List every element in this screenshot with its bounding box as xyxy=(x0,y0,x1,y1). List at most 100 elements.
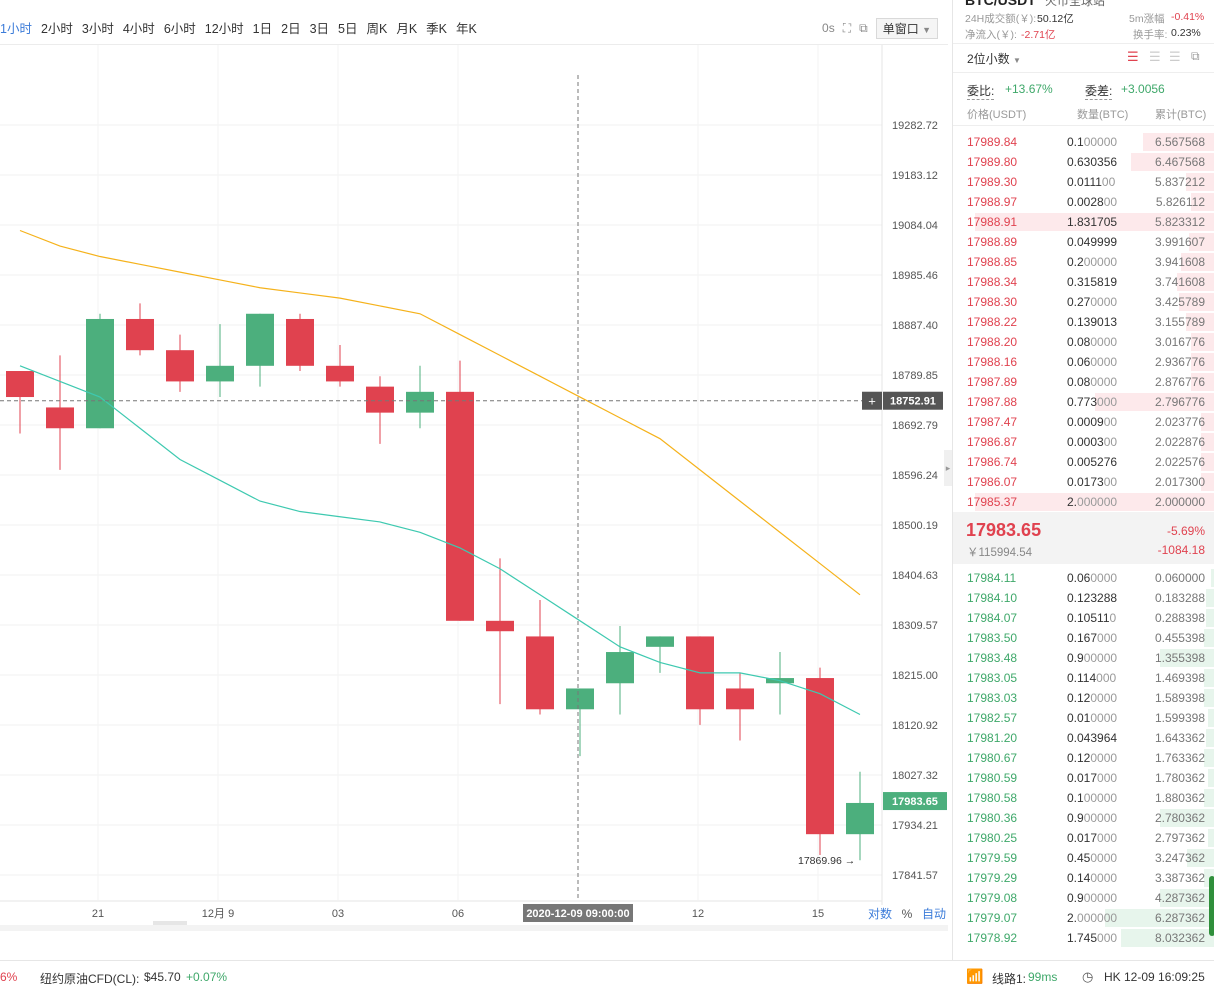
ask-row[interactable]: 17987.89 0.080000 2.876776 xyxy=(953,372,1214,392)
candle-body[interactable] xyxy=(406,391,434,413)
book-view-asks-icon[interactable]: ☰ xyxy=(1169,49,1181,64)
ask-row[interactable]: 17988.89 0.049999 3.991607 xyxy=(953,232,1214,252)
crosshair-plus-icon[interactable]: + xyxy=(868,394,876,409)
bid-row[interactable]: 17983.48 0.900000 1.355398 xyxy=(953,648,1214,668)
bid-row[interactable]: 17984.07 0.105110 0.288398 xyxy=(953,608,1214,628)
bid-row[interactable]: 17983.50 0.167000 0.455398 xyxy=(953,628,1214,648)
interval-13[interactable]: 年K xyxy=(456,22,477,36)
bid-row[interactable]: 17979.59 0.450000 3.247362 xyxy=(953,848,1214,868)
interval-2[interactable]: 3小时 xyxy=(81,22,114,36)
popout-icon[interactable]: ⧉ xyxy=(859,20,868,35)
candle-body[interactable] xyxy=(846,802,874,835)
scale-log-button[interactable]: 对数 xyxy=(868,906,892,921)
candle-body[interactable] xyxy=(46,407,74,429)
interval-0[interactable]: 1小时 xyxy=(0,22,32,36)
candle-body[interactable] xyxy=(606,652,634,684)
candle-body[interactable] xyxy=(646,636,674,647)
candle-body[interactable] xyxy=(166,350,194,382)
bid-row[interactable]: 17984.11 0.060000 0.060000 xyxy=(953,568,1214,588)
candle-body[interactable] xyxy=(806,678,834,835)
interval-12[interactable]: 季K xyxy=(426,22,448,36)
row-cum: 2.022576 xyxy=(1154,455,1205,469)
panel-scrollbar[interactable] xyxy=(1209,876,1214,936)
candle-body[interactable] xyxy=(366,386,394,413)
ask-row[interactable]: 17988.22 0.139013 3.155789 xyxy=(953,312,1214,332)
row-price: 17983.05 xyxy=(967,671,1018,685)
book-view-bids-icon[interactable]: ☰ xyxy=(1149,49,1161,64)
candle-body[interactable] xyxy=(726,688,754,710)
bid-row[interactable]: 17979.29 0.140000 3.387362 xyxy=(953,868,1214,888)
timeline-handle[interactable] xyxy=(153,921,187,925)
ask-row[interactable]: 17988.16 0.060000 2.936776 xyxy=(953,352,1214,372)
candle-body[interactable] xyxy=(566,688,594,710)
bid-row[interactable]: 17983.03 0.120000 1.589398 xyxy=(953,688,1214,708)
bid-row[interactable]: 17981.20 0.043964 1.643362 xyxy=(953,728,1214,748)
candle-body[interactable] xyxy=(6,371,34,398)
book-view-both-icon[interactable]: ☰ xyxy=(1127,49,1139,64)
fullscreen-icon[interactable]: ⛶ xyxy=(842,20,852,35)
candle-body[interactable] xyxy=(286,318,314,366)
ask-row[interactable]: 17988.30 0.270000 3.425789 xyxy=(953,292,1214,312)
interval-8[interactable]: 3日 xyxy=(309,22,330,36)
horizontal-scrollbar[interactable] xyxy=(0,925,948,931)
crosshair-plus-bg[interactable] xyxy=(862,391,882,410)
scale-percent-button[interactable]: % xyxy=(902,907,913,921)
interval-3[interactable]: 4小时 xyxy=(122,22,155,36)
candle-body[interactable] xyxy=(326,365,354,382)
popout-icon[interactable]: ⧉ xyxy=(1191,49,1200,63)
candle-body[interactable] xyxy=(246,313,274,366)
ask-row[interactable]: 17989.30 0.011100 5.837212 xyxy=(953,172,1214,192)
bid-row[interactable]: 17982.57 0.010000 1.599398 xyxy=(953,708,1214,728)
collapse-panel-icon[interactable]: ▸ xyxy=(944,450,952,486)
ask-row[interactable]: 17988.91 1.831705 5.823312 xyxy=(953,212,1214,232)
interval-11[interactable]: 月K xyxy=(396,22,418,36)
ask-row[interactable]: 17985.37 2.000000 2.000000 xyxy=(953,492,1214,512)
candle-body[interactable] xyxy=(86,318,114,429)
seconds-label[interactable]: 0s xyxy=(822,21,835,35)
ask-row[interactable]: 17986.87 0.000300 2.022876 xyxy=(953,432,1214,452)
ask-row[interactable]: 17988.34 0.315819 3.741608 xyxy=(953,272,1214,292)
ask-row[interactable]: 17987.88 0.773000 2.796776 xyxy=(953,392,1214,412)
candle-body[interactable] xyxy=(486,620,514,632)
candle-body[interactable] xyxy=(526,636,554,710)
interval-1[interactable]: 2小时 xyxy=(40,22,73,36)
depth-bar xyxy=(1131,153,1214,171)
ask-row[interactable]: 17989.84 0.100000 6.567568 xyxy=(953,132,1214,152)
bid-row[interactable]: 17980.58 0.100000 1.880362 xyxy=(953,788,1214,808)
chart-svg[interactable]: 19282.72 19183.12 19084.04 18985.46 18887.40… xyxy=(0,45,948,925)
row-qty: 0.080000 xyxy=(1067,372,1117,392)
interval-5[interactable]: 12小时 xyxy=(204,22,244,36)
ask-row[interactable]: 17987.47 0.000900 2.023776 xyxy=(953,412,1214,432)
ticker-name[interactable]: 纽约原油CFD(CL): xyxy=(40,972,140,986)
bid-row[interactable]: 17980.59 0.017000 1.780362 xyxy=(953,768,1214,788)
scale-auto-button[interactable]: 自动 xyxy=(922,907,946,921)
ask-row[interactable]: 17986.07 0.017300 2.017300 xyxy=(953,472,1214,492)
bid-row[interactable]: 17979.08 0.900000 4.287362 xyxy=(953,888,1214,908)
line-label[interactable]: 线路1: xyxy=(992,972,1027,986)
bid-row[interactable]: 17980.36 0.900000 2.780362 xyxy=(953,808,1214,828)
ask-row[interactable]: 17988.85 0.200000 3.941608 xyxy=(953,252,1214,272)
interval-7[interactable]: 2日 xyxy=(281,22,301,36)
ask-row[interactable]: 17986.74 0.005276 2.022576 xyxy=(953,452,1214,472)
bid-row[interactable]: 17980.25 0.017000 2.797362 xyxy=(953,828,1214,848)
bid-row[interactable]: 17983.05 0.114000 1.469398 xyxy=(953,668,1214,688)
bid-row[interactable]: 17980.67 0.120000 1.763362 xyxy=(953,748,1214,768)
single-window-dropdown[interactable]: 单窗口 ▼ xyxy=(875,17,938,39)
bid-row[interactable]: 17978.92 1.745000 8.032362 xyxy=(953,928,1214,948)
kline-chart[interactable]: 19282.72 19183.12 19084.04 18985.46 18887.40… xyxy=(0,45,948,925)
interval-4[interactable]: 6小时 xyxy=(163,22,196,36)
ask-row[interactable]: 17988.20 0.080000 3.016776 xyxy=(953,332,1214,352)
bid-row[interactable]: 17984.10 0.123288 0.183288 xyxy=(953,588,1214,608)
ask-row[interactable]: 17989.80 0.630356 6.467568 xyxy=(953,152,1214,172)
ask-row[interactable]: 17988.97 0.002800 5.826112 xyxy=(953,192,1214,212)
price-tick: 18789.85 xyxy=(892,370,938,382)
interval-10[interactable]: 周K xyxy=(366,22,388,36)
candle-body[interactable] xyxy=(126,318,154,351)
candle-body[interactable] xyxy=(446,391,474,621)
interval-9[interactable]: 5日 xyxy=(338,22,358,36)
interval-6[interactable]: 1日 xyxy=(252,22,273,36)
bid-row[interactable]: 17979.07 2.000000 6.287362 xyxy=(953,908,1214,928)
chart-canvas[interactable]: 19282.72 19183.12 19084.04 18985.46 18887.40… xyxy=(0,45,948,925)
decimals-dropdown[interactable]: 2位小数 ▼ xyxy=(967,50,1021,67)
candle-body[interactable] xyxy=(206,365,234,382)
